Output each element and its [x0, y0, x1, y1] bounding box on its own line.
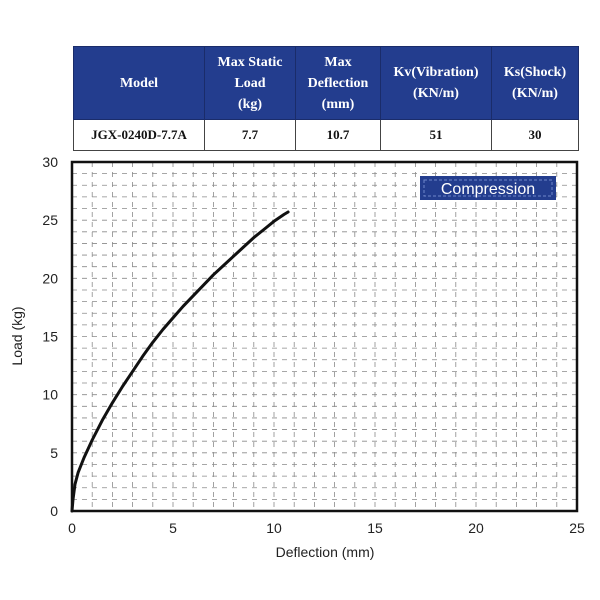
- legend-label: Compression: [441, 181, 535, 198]
- y-tick-label: 25: [42, 212, 58, 228]
- compression-curve: [70, 210, 290, 513]
- load-deflection-chart: 0 5 10 15 20 25 30 0 5 10 15 20 25 Compression Defl…: [9, 154, 585, 560]
- header-ks-shock: Ks(Shock) (KN/m): [491, 46, 579, 120]
- x-tick-label: 15: [367, 520, 383, 536]
- spec-data-row: JGX-0240D-7.7A 7.7 10.7 51 30: [73, 119, 579, 151]
- header-max-deflection: Max Deflection (mm): [295, 46, 381, 120]
- series-layer: [70, 210, 290, 513]
- legend-box: Compression: [420, 176, 556, 200]
- cell-kv-vibration: 51: [380, 119, 492, 151]
- cell-ks-shock: 30: [491, 119, 579, 151]
- y-tick-label: 15: [42, 329, 58, 345]
- x-axis-label: Deflection (mm): [276, 544, 375, 560]
- y-tick-labels: 0 5 10 15 20 25 30: [42, 154, 58, 519]
- x-tick-label: 10: [266, 520, 282, 536]
- chart-grid: [72, 162, 577, 511]
- cell-model: JGX-0240D-7.7A: [73, 119, 205, 151]
- y-tick-label: 10: [42, 387, 58, 403]
- x-tick-labels: 0 5 10 15 20 25: [68, 520, 585, 536]
- y-tick-label: 30: [42, 154, 58, 170]
- x-tick-label: 0: [68, 520, 76, 536]
- x-tick-label: 20: [468, 520, 484, 536]
- cell-max-static-load: 7.7: [204, 119, 296, 151]
- x-tick-label: 5: [169, 520, 177, 536]
- y-axis-label: Load (kg): [9, 306, 25, 365]
- plot-frame: [70, 160, 579, 513]
- header-model: Model: [73, 46, 205, 120]
- y-tick-label: 5: [50, 445, 58, 461]
- y-tick-label: 20: [42, 270, 58, 286]
- header-max-static-load: Max Static Load (kg): [204, 46, 296, 120]
- cell-max-deflection: 10.7: [295, 119, 381, 151]
- header-kv-vibration: Kv(Vibration) (KN/m): [380, 46, 492, 120]
- spec-table: Model Max Static Load (kg) Max Deflection (m…: [73, 46, 579, 151]
- spec-header-row: Model Max Static Load (kg) Max Deflection (m…: [73, 46, 579, 120]
- y-tick-label: 0: [50, 503, 58, 519]
- x-tick-label: 25: [569, 520, 585, 536]
